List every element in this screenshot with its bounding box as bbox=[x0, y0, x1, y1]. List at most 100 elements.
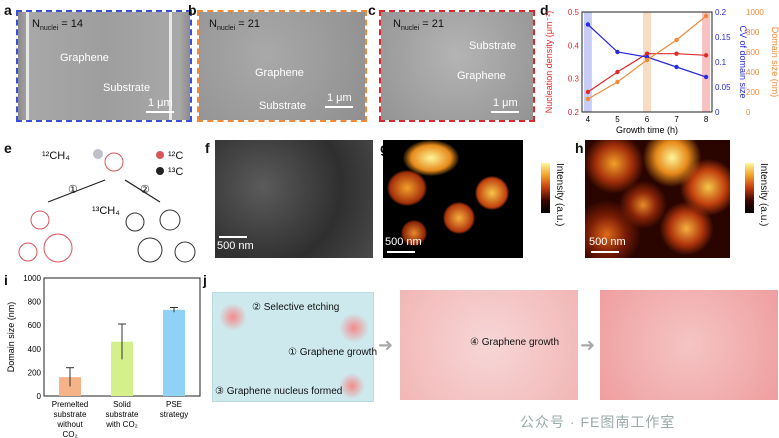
step-selective-etching: ② Selective etching bbox=[252, 302, 340, 313]
category-label: substrate bbox=[54, 410, 87, 419]
label-substrate-b: Substrate bbox=[259, 100, 307, 112]
arrow-right-icon bbox=[124, 179, 161, 203]
category-label: strategy bbox=[160, 410, 188, 419]
label-graphene-c: Graphene bbox=[457, 70, 506, 82]
series-point bbox=[615, 79, 620, 85]
bar bbox=[111, 341, 133, 396]
highlight-band bbox=[583, 12, 592, 112]
scale-label-a: 1 μm bbox=[148, 97, 173, 109]
y-left-tick-label: 0.2 bbox=[568, 108, 580, 117]
seed-hexagon-icon bbox=[104, 152, 124, 172]
x-tick-label: 5 bbox=[615, 115, 620, 124]
bar bbox=[163, 309, 185, 396]
y-left-axis-label: Nucleation density (μm⁻²) bbox=[544, 11, 554, 113]
category-label: with CO₂ bbox=[105, 420, 138, 429]
series-point bbox=[703, 74, 709, 80]
raman-map-g: 500 nm bbox=[383, 140, 523, 258]
methane-molecule-icon bbox=[93, 149, 103, 159]
step-nucleus-formed: ③ Graphene nucleus formed bbox=[215, 386, 343, 397]
scale-bar-h bbox=[591, 251, 619, 253]
tem-image-f: 500 nm bbox=[215, 140, 373, 258]
category-label: Solid bbox=[113, 400, 131, 409]
sem-image-c: Nnuclei = 21 Substrate Graphene 1 μm bbox=[379, 10, 535, 122]
plot-frame bbox=[581, 11, 713, 113]
x-tick-label: 8 bbox=[704, 115, 709, 124]
y-right2-tick-label: 600 bbox=[746, 48, 760, 57]
series-point bbox=[674, 51, 679, 56]
sem-image-a: Nnuclei = 14 Graphene Substrate 1 μm bbox=[16, 10, 192, 122]
step-graphene-growth-2: ④ Graphene growth bbox=[470, 337, 560, 348]
scale-label-b: 1 μm bbox=[327, 92, 352, 104]
colorbar-h bbox=[745, 163, 754, 213]
arrow-left-icon bbox=[47, 179, 106, 203]
ch4-13-label: ¹³CH₄ bbox=[92, 205, 120, 217]
schematic-j-stage3 bbox=[600, 290, 778, 400]
panel-label-j: j bbox=[203, 272, 207, 288]
y-tick-label: 1000 bbox=[23, 274, 41, 283]
series-point bbox=[644, 51, 650, 56]
colorbar-label-g: Intensity (a.u.) bbox=[554, 163, 565, 227]
series-point bbox=[585, 96, 591, 102]
chart-i: 0 200 400 600 800 1000 Domain size (nm) Premelt… bbox=[6, 274, 201, 438]
y-tick-label: 600 bbox=[28, 321, 42, 330]
y-right2-tick-label: 800 bbox=[746, 28, 760, 37]
panel-label-f: f bbox=[205, 140, 210, 156]
step-1-label: ① bbox=[68, 184, 78, 196]
nuclei-count-a: Nnuclei = 14 bbox=[32, 18, 84, 33]
c13-legend: ¹³C bbox=[168, 166, 184, 178]
scale-label-h: 500 nm bbox=[589, 236, 626, 248]
y-right2-tick-label: 200 bbox=[746, 88, 760, 97]
nuclei-count-c: Nnuclei = 21 bbox=[393, 18, 445, 33]
panel-label-a: a bbox=[4, 2, 12, 18]
x-tick-label: 7 bbox=[674, 115, 679, 124]
panel-label-d: d bbox=[540, 2, 549, 18]
y-right-tick-label: 0.2 bbox=[715, 8, 727, 17]
domain-12c-icon bbox=[43, 233, 73, 263]
scale-bar-c bbox=[491, 111, 519, 113]
c13-dot-icon bbox=[156, 167, 164, 175]
series-point bbox=[703, 53, 709, 58]
y-right-tick-label: 0.1 bbox=[715, 58, 727, 67]
y-tick-label: 400 bbox=[28, 345, 42, 354]
y-right2-tick-label: 1000 bbox=[746, 8, 764, 17]
schematic-j-stage2 bbox=[400, 290, 578, 400]
scale-bar-a bbox=[146, 111, 174, 113]
label-substrate-a: Substrate bbox=[103, 82, 151, 94]
scale-label-g: 500 nm bbox=[385, 236, 422, 248]
y-right-axis-label: CV of domain size bbox=[738, 25, 748, 98]
domain-12c-icon bbox=[18, 242, 38, 262]
series-point bbox=[674, 37, 679, 43]
y-right-tick-label: 0.05 bbox=[715, 83, 731, 92]
y-axis-label: Domain size (nm) bbox=[6, 302, 16, 373]
domain-13c-icon bbox=[159, 209, 181, 231]
y-right2-tick-label: 0 bbox=[746, 108, 751, 117]
schematic-j-stage1 bbox=[212, 292, 374, 402]
series-point bbox=[674, 64, 679, 70]
y-left-tick-label: 0.4 bbox=[568, 41, 580, 50]
domain-13c-icon bbox=[125, 212, 145, 232]
y-left-tick-label: 0.3 bbox=[568, 75, 580, 84]
label-graphene-b: Graphene bbox=[255, 67, 304, 79]
y-tick-label: 800 bbox=[28, 298, 42, 307]
c12-dot-icon bbox=[156, 151, 164, 159]
sem-image-b: Nnuclei = 21 Graphene Substrate 1 μm bbox=[197, 10, 367, 122]
x-tick-label: 4 bbox=[586, 115, 591, 124]
y-right-tick-label: 0.15 bbox=[715, 33, 731, 42]
category-label: PSE bbox=[166, 400, 182, 409]
scale-bar-b bbox=[325, 106, 353, 108]
domain-13c-icon bbox=[137, 237, 163, 263]
arrow-j-2-icon: ➜ bbox=[580, 335, 596, 355]
highlight-band bbox=[702, 12, 711, 112]
domain-13c-icon bbox=[174, 241, 196, 263]
panel-label-e: e bbox=[4, 140, 12, 156]
raman-map-h: 500 nm bbox=[585, 140, 730, 258]
y-left-tick-label: 0.5 bbox=[568, 8, 580, 17]
series-point bbox=[585, 89, 591, 95]
series-point bbox=[644, 57, 650, 63]
watermark: 公众号 · FE图南工作室 bbox=[520, 414, 676, 430]
colorbar-g bbox=[541, 163, 550, 213]
panel-label-h: h bbox=[575, 140, 584, 156]
series-point bbox=[703, 13, 709, 19]
scale-label-c: 1 μm bbox=[493, 97, 518, 109]
scale-label-f: 500 nm bbox=[217, 240, 254, 252]
